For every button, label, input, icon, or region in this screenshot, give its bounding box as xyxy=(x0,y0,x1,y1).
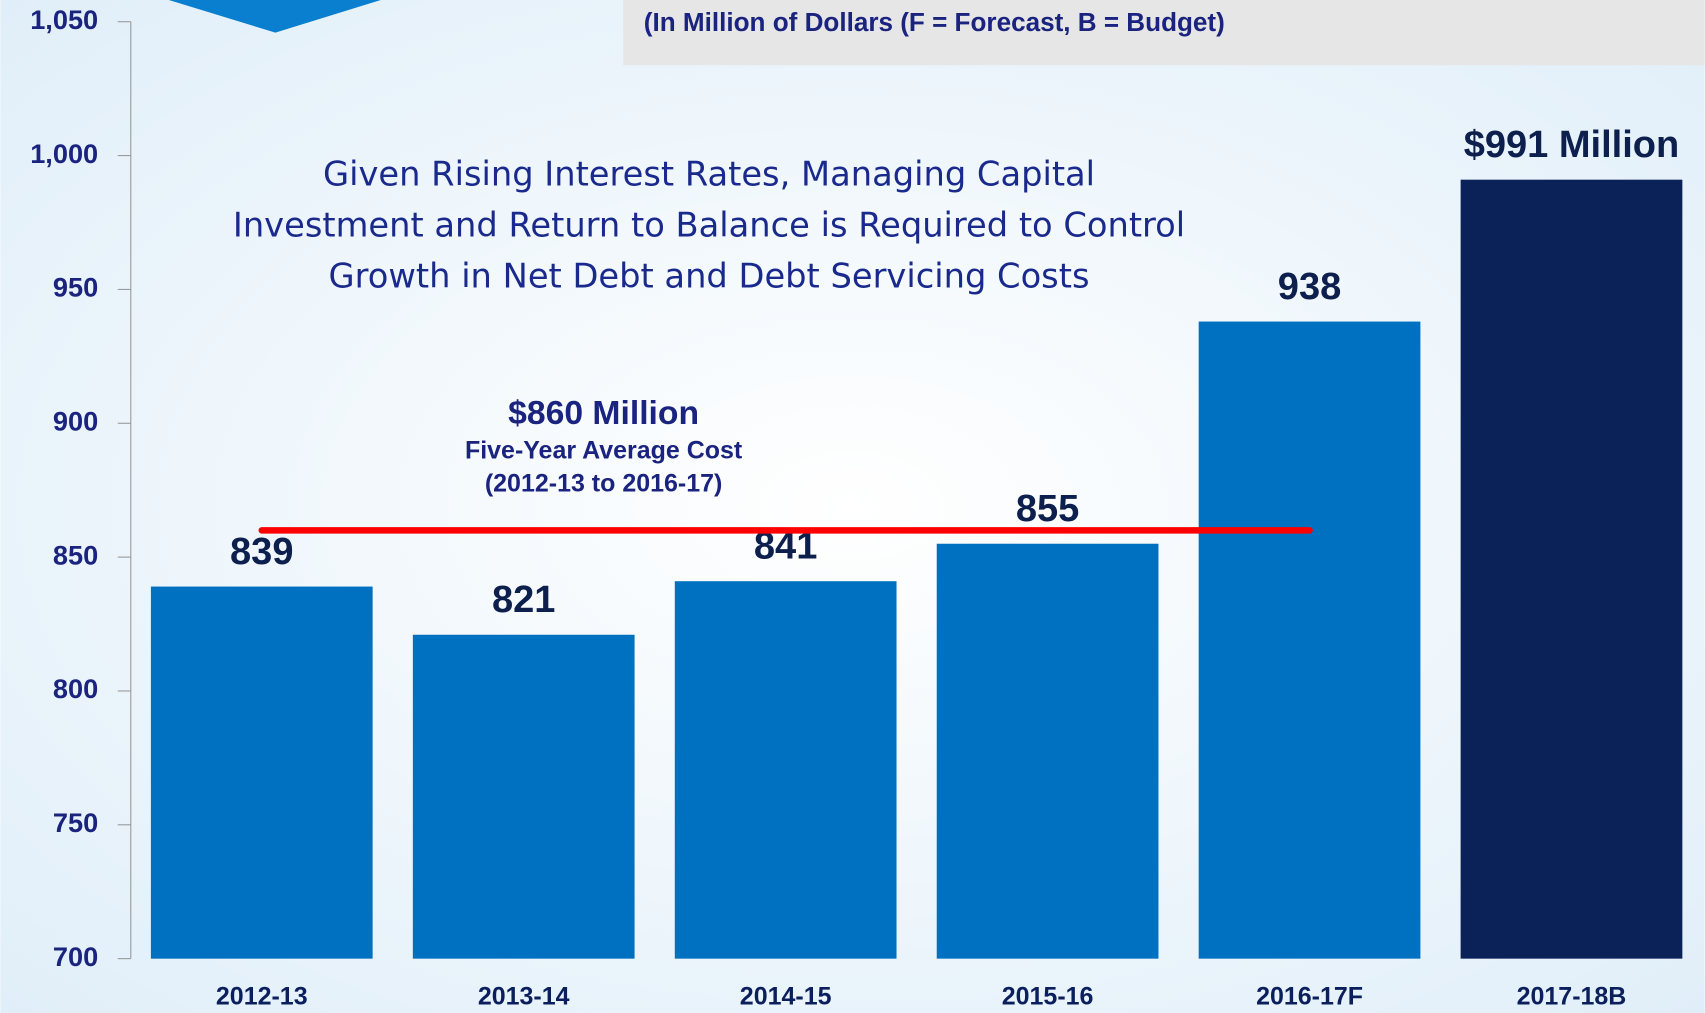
y-tick-label: 850 xyxy=(53,539,98,570)
y-tick-label: 950 xyxy=(53,272,98,303)
bar xyxy=(1198,321,1421,959)
y-tick-label: 1,050 xyxy=(30,4,98,35)
value-label: 821 xyxy=(492,579,555,621)
bar xyxy=(674,581,897,959)
annotation: Investment and Return to Balance is Requ… xyxy=(233,206,1185,245)
average-note: (2012-13 to 2016-17) xyxy=(485,469,722,497)
value-label: 938 xyxy=(1278,266,1341,308)
y-tick-label: 900 xyxy=(53,405,98,436)
average-note: Five-Year Average Cost xyxy=(465,437,743,465)
y-tick-label: 1,000 xyxy=(30,138,98,169)
x-tick-label: 2012-13 xyxy=(216,982,308,1010)
value-label: $991 Million xyxy=(1464,124,1680,166)
bar xyxy=(412,634,635,959)
bar xyxy=(936,543,1159,959)
subtitle-box xyxy=(623,0,1705,66)
average-label: $860 Million xyxy=(508,395,699,432)
x-tick-label: 2017-18B xyxy=(1517,982,1627,1010)
x-tick-label: 2015-16 xyxy=(1002,982,1094,1010)
header-chevron xyxy=(168,0,381,33)
bar xyxy=(1460,179,1683,959)
annotation: Given Rising Interest Rates, Managing Ca… xyxy=(323,155,1095,194)
x-tick-label: 2013-14 xyxy=(478,982,570,1010)
y-tick-label: 750 xyxy=(53,807,98,838)
subtitle: (In Million of Dollars (F = Forecast, B … xyxy=(644,7,1225,37)
y-tick-label: 800 xyxy=(53,673,98,704)
annotation: Growth in Net Debt and Debt Servicing Co… xyxy=(329,257,1090,296)
value-label: 855 xyxy=(1016,488,1079,530)
x-tick-label: 2014-15 xyxy=(740,982,832,1010)
y-tick-label: 700 xyxy=(53,941,98,972)
x-tick-label: 2016-17F xyxy=(1256,982,1363,1010)
value-label: 839 xyxy=(230,531,293,573)
bar xyxy=(150,586,373,959)
